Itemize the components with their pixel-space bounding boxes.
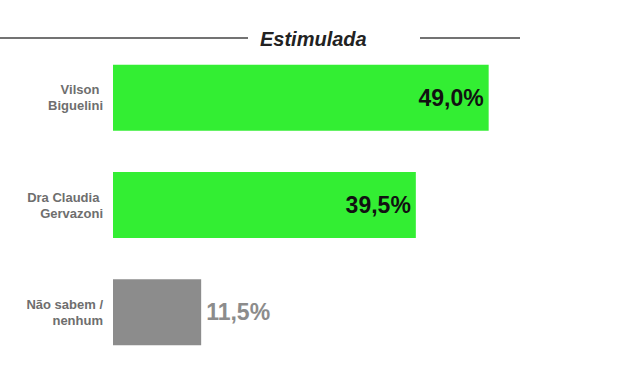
svg-text:Dra Claudia: Dra Claudia bbox=[27, 190, 103, 205]
svg-text:Não sabem /: Não sabem / bbox=[26, 297, 103, 312]
svg-text:49,0%: 49,0% bbox=[418, 85, 483, 111]
svg-text:39,5%: 39,5% bbox=[346, 192, 411, 218]
svg-text:Estimulada: Estimulada bbox=[260, 28, 367, 50]
svg-text:Gervazoni: Gervazoni bbox=[40, 206, 103, 221]
svg-text:Vilson: Vilson bbox=[61, 82, 103, 97]
svg-text:Biguelini: Biguelini bbox=[48, 98, 103, 113]
svg-text:11,5%: 11,5% bbox=[206, 299, 270, 325]
svg-text:nenhum: nenhum bbox=[52, 313, 103, 328]
